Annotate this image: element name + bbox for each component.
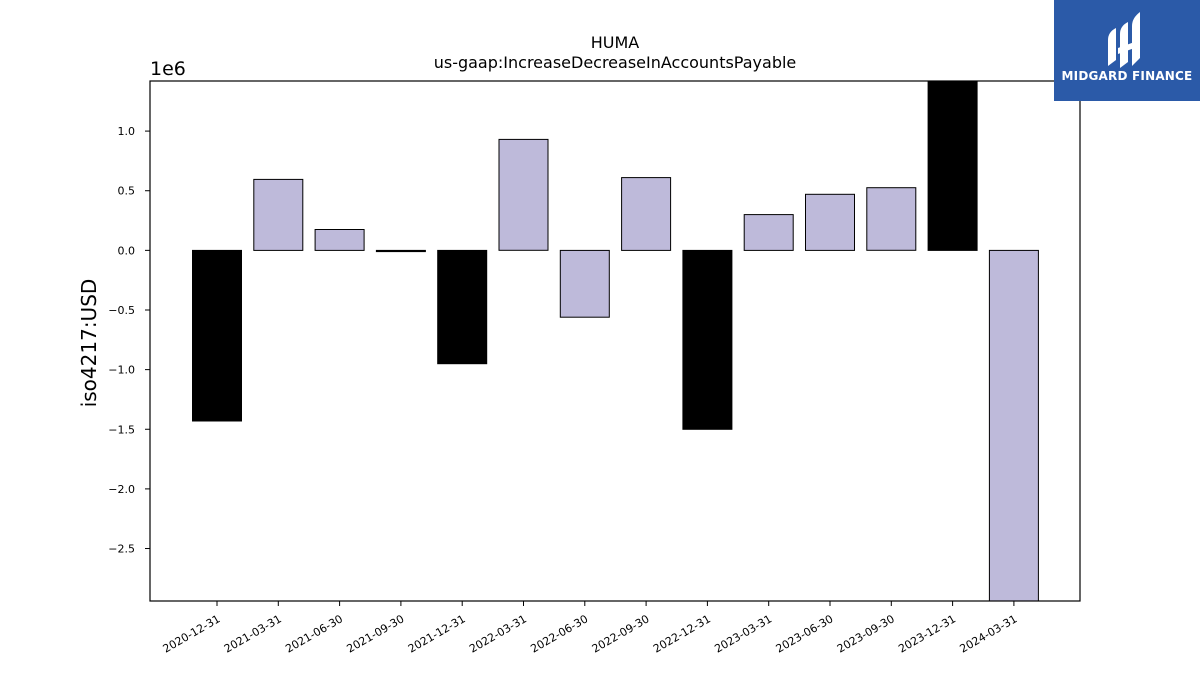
bar-2021-12-31 (437, 249, 488, 365)
y-tick-label: 0.5 (118, 185, 136, 198)
bar-2024-03-31 (988, 249, 1039, 602)
x-tick-label: 2021-12-31 (406, 612, 468, 655)
x-tick-label: 2023-12-31 (896, 612, 958, 655)
x-tick-label: 2022-03-31 (467, 612, 529, 655)
bar-2023-12-31 (927, 80, 978, 251)
y-tick-label: −0.5 (108, 304, 135, 317)
x-tick-label: 2021-09-30 (345, 612, 407, 655)
plot-frame (149, 80, 1081, 602)
y-axis-label: iso4217:USD (77, 279, 101, 408)
x-tick-label: 2022-09-30 (590, 612, 652, 655)
bar-2023-03-31 (743, 214, 794, 251)
x-tick-label: 2021-06-30 (283, 612, 345, 655)
midgard-finance-logo: MIDGARD FINANCE (1054, 0, 1200, 101)
x-tick-label: 2023-03-31 (712, 612, 774, 655)
x-tick-label: 2020-12-31 (161, 612, 223, 655)
midgard-logo-icon (1108, 12, 1140, 68)
y-tick-label: 0.0 (118, 244, 136, 257)
y-tick-label: −1.0 (108, 364, 135, 377)
bar-2021-06-30 (314, 229, 365, 251)
bar-2023-09-30 (866, 187, 917, 251)
x-tick-label: 2024-03-31 (958, 612, 1020, 655)
x-tick-label: 2021-03-31 (222, 612, 284, 655)
x-tick-label: 2023-09-30 (835, 612, 897, 655)
chart-subtitle: us-gaap:IncreaseDecreaseInAccountsPayabl… (434, 53, 797, 72)
x-tick-label: 2022-12-31 (651, 612, 713, 655)
bar-2022-06-30 (559, 249, 610, 318)
bar-2022-09-30 (621, 177, 672, 251)
bar-2020-12-31 (192, 249, 242, 422)
y-tick-label: −2.5 (108, 543, 135, 556)
y-tick-label: −2.0 (108, 483, 135, 496)
y-tick-label: −1.5 (108, 423, 135, 436)
y-tick-label: 1.0 (118, 125, 136, 138)
y-offset-label: 1e6 (150, 58, 186, 80)
logo-text: MIDGARD FINANCE (1061, 69, 1193, 83)
bar-2022-12-31 (682, 249, 733, 430)
bar-2023-06-30 (805, 193, 855, 251)
x-tick-label: 2023-06-30 (774, 612, 836, 655)
chart-title: HUMA (591, 33, 640, 52)
bar-2021-03-31 (253, 178, 304, 251)
bar-2022-03-31 (498, 138, 549, 251)
bar-2021-09-30 (375, 249, 426, 253)
x-tick-label: 2022-06-30 (528, 612, 590, 655)
